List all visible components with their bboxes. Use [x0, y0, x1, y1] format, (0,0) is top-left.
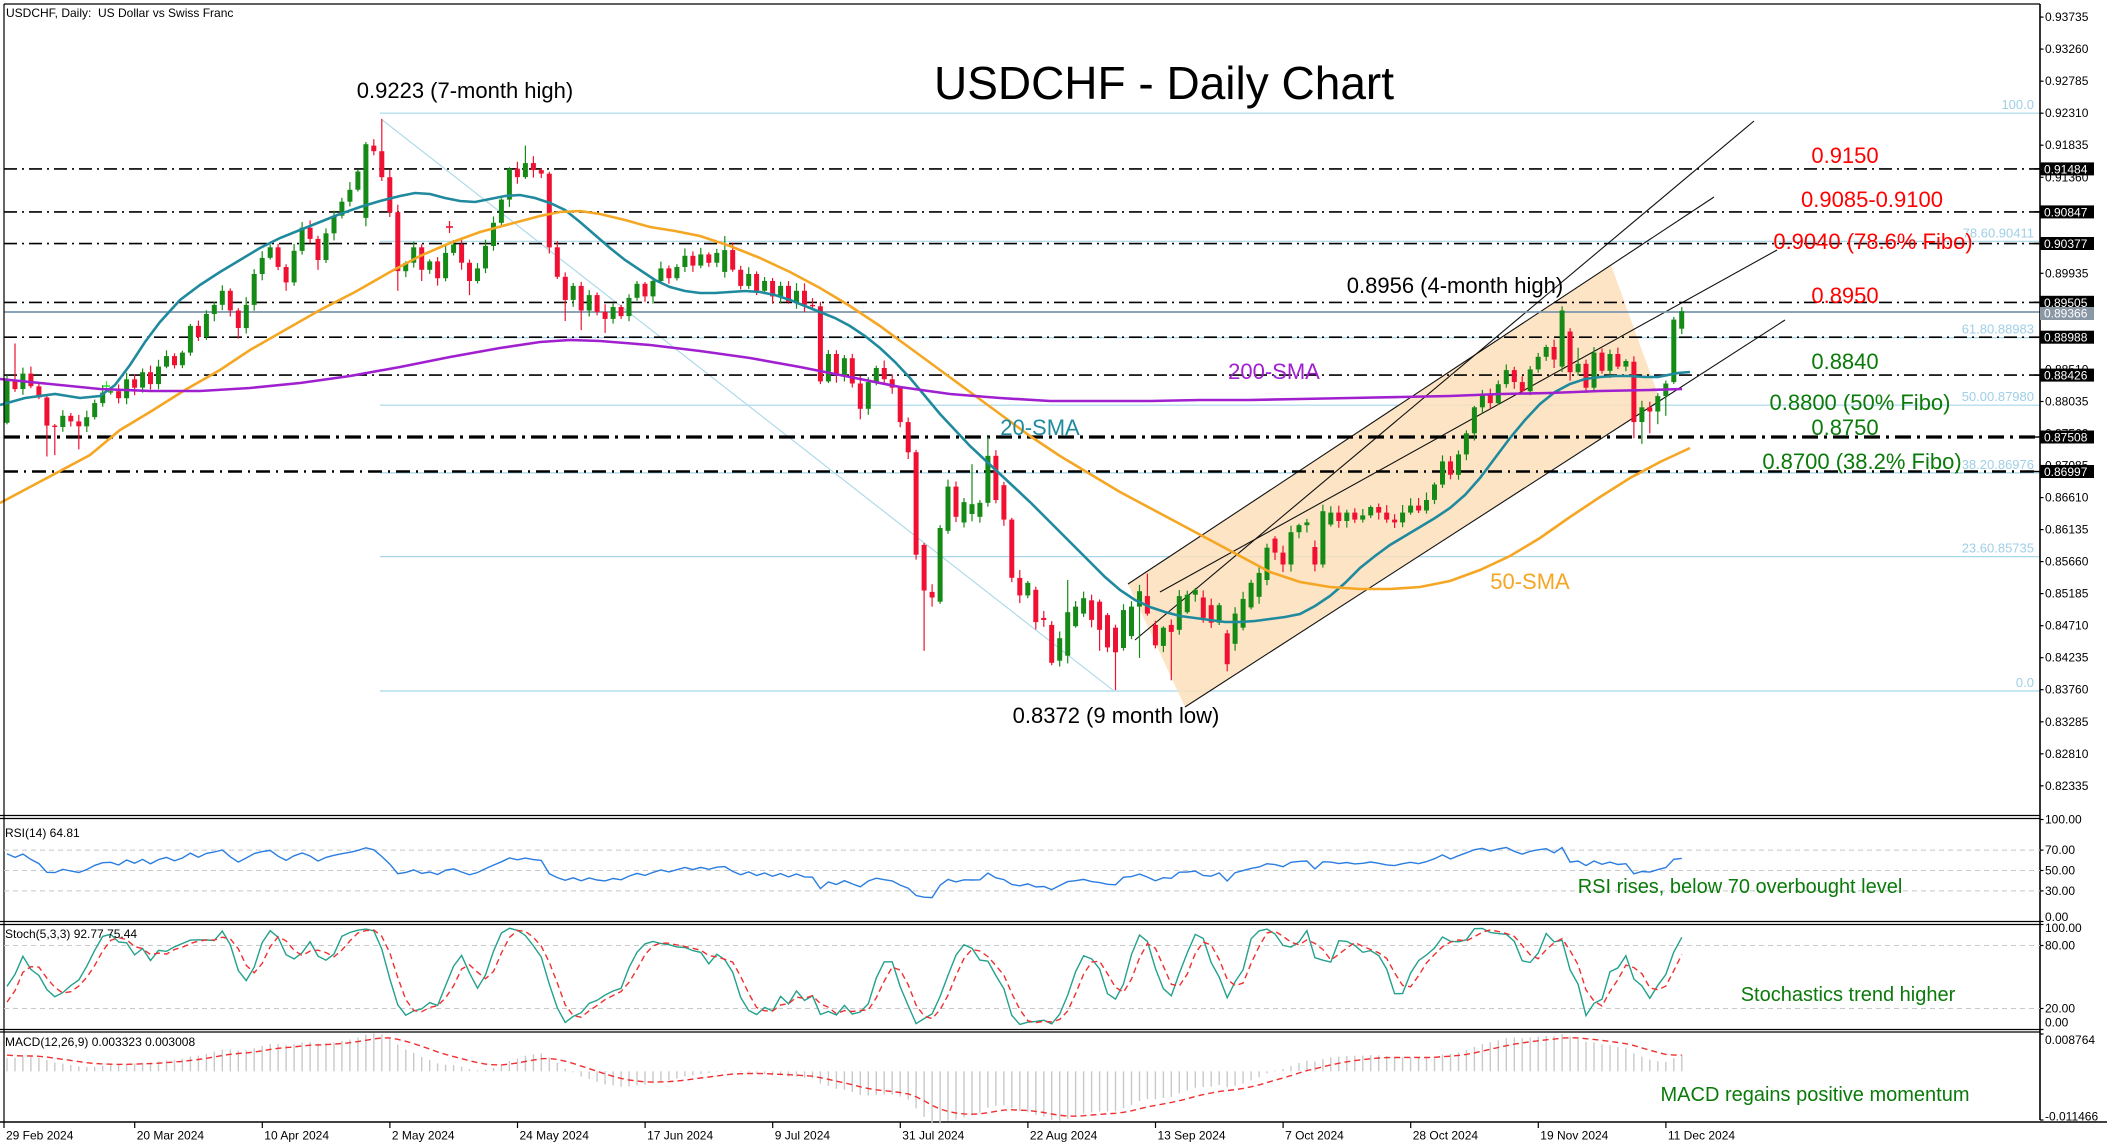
- svg-text:Stoch(5,3,3) 92.77 75.44: Stoch(5,3,3) 92.77 75.44: [5, 927, 137, 941]
- svg-text:0.8840: 0.8840: [1811, 349, 1878, 374]
- svg-text:0.85660: 0.85660: [2045, 555, 2089, 569]
- svg-text:0.89505: 0.89505: [2044, 296, 2088, 310]
- svg-text:0.8956 (4-month high): 0.8956 (4-month high): [1347, 273, 1563, 298]
- svg-text:80.00: 80.00: [2045, 939, 2075, 953]
- svg-text:0.8700 (38.2% Fibo): 0.8700 (38.2% Fibo): [1762, 449, 1961, 474]
- svg-text:USDCHF, Daily: US Dollar vs S: USDCHF, Daily: US Dollar vs Swiss Franc: [6, 6, 233, 20]
- svg-text:0.84710: 0.84710: [2045, 619, 2089, 633]
- svg-text:0.86135: 0.86135: [2045, 523, 2089, 537]
- svg-text:30.00: 30.00: [2045, 884, 2075, 898]
- svg-text:0.83760: 0.83760: [2045, 683, 2089, 697]
- svg-text:0.00: 0.00: [2045, 910, 2069, 924]
- svg-text:USDCHF - Daily Chart: USDCHF - Daily Chart: [934, 57, 1394, 109]
- svg-text:0.86610: 0.86610: [2045, 491, 2089, 505]
- svg-text:70.00: 70.00: [2045, 843, 2075, 857]
- svg-text:50.00.87980: 50.00.87980: [1962, 389, 2034, 404]
- svg-text:0.90377: 0.90377: [2044, 237, 2088, 251]
- svg-text:100.00: 100.00: [2045, 813, 2082, 827]
- svg-text:0.87508: 0.87508: [2044, 431, 2088, 445]
- svg-text:0.82810: 0.82810: [2045, 747, 2089, 761]
- svg-text:0.0: 0.0: [2016, 675, 2034, 690]
- svg-text:0.8750: 0.8750: [1811, 415, 1878, 440]
- svg-text:50-SMA: 50-SMA: [1490, 569, 1570, 594]
- svg-text:0.90847: 0.90847: [2044, 205, 2088, 219]
- svg-text:29 Feb 2024: 29 Feb 2024: [6, 1129, 74, 1143]
- svg-text:24 May 2024: 24 May 2024: [520, 1129, 590, 1143]
- svg-text:0.91835: 0.91835: [2045, 138, 2089, 152]
- svg-text:0.86997: 0.86997: [2044, 465, 2088, 479]
- svg-text:0.9150: 0.9150: [1811, 143, 1878, 168]
- svg-text:0.89935: 0.89935: [2045, 266, 2089, 280]
- svg-text:13 Sep 2024: 13 Sep 2024: [1158, 1129, 1226, 1143]
- svg-text:-0.011466: -0.011466: [2045, 1110, 2098, 1124]
- svg-text:19 Nov 2024: 19 Nov 2024: [1540, 1129, 1608, 1143]
- svg-text:0.8372 (9 month low): 0.8372 (9 month low): [1013, 703, 1220, 728]
- svg-text:0.89366: 0.89366: [2044, 307, 2088, 321]
- svg-text:78.60.90411: 78.60.90411: [1963, 225, 2034, 240]
- svg-text:RSI(14) 64.81: RSI(14) 64.81: [5, 826, 80, 840]
- svg-text:Stochastics trend higher: Stochastics trend higher: [1741, 984, 1956, 1006]
- svg-text:61.80.88983: 61.80.88983: [1962, 322, 2034, 337]
- svg-text:20-SMA: 20-SMA: [1000, 415, 1080, 440]
- svg-text:0.008764: 0.008764: [2045, 1033, 2095, 1047]
- svg-text:0.9223 (7-month high): 0.9223 (7-month high): [357, 78, 573, 103]
- svg-text:0.88988: 0.88988: [2044, 331, 2088, 345]
- svg-text:MACD regains positive momentum: MACD regains positive momentum: [1661, 1084, 1970, 1106]
- svg-text:100.0: 100.0: [2001, 97, 2034, 112]
- svg-text:0.91484: 0.91484: [2044, 162, 2088, 176]
- svg-text:31 Jul 2024: 31 Jul 2024: [902, 1129, 964, 1143]
- svg-text:0.8950: 0.8950: [1811, 283, 1878, 308]
- svg-text:0.9040 (78.6% Fibo): 0.9040 (78.6% Fibo): [1773, 229, 1972, 254]
- svg-text:0.8800 (50% Fibo): 0.8800 (50% Fibo): [1770, 390, 1951, 415]
- svg-text:23.60.85735: 23.60.85735: [1962, 541, 2034, 556]
- svg-text:17 Jun 2024: 17 Jun 2024: [647, 1129, 713, 1143]
- svg-text:10 Apr 2024: 10 Apr 2024: [264, 1129, 329, 1143]
- svg-text:0.83285: 0.83285: [2045, 715, 2089, 729]
- svg-text:20.00: 20.00: [2045, 1002, 2075, 1016]
- svg-text:0.92785: 0.92785: [2045, 74, 2089, 88]
- svg-text:22 Aug 2024: 22 Aug 2024: [1030, 1129, 1098, 1143]
- svg-text:0.00: 0.00: [2045, 1016, 2069, 1030]
- svg-text:50.00: 50.00: [2045, 864, 2075, 878]
- svg-text:MACD(12,26,9) 0.003323 0.00300: MACD(12,26,9) 0.003323 0.003008: [5, 1035, 195, 1049]
- svg-text:0.84235: 0.84235: [2045, 651, 2089, 665]
- svg-text:100.00: 100.00: [2045, 921, 2082, 935]
- svg-text:RSI rises, below 70 overbought: RSI rises, below 70 overbought level: [1578, 876, 1903, 898]
- svg-text:0.82335: 0.82335: [2045, 779, 2089, 793]
- svg-text:38.20.86976: 38.20.86976: [1962, 457, 2034, 472]
- svg-text:0.88035: 0.88035: [2045, 395, 2089, 409]
- svg-text:0.93735: 0.93735: [2045, 10, 2089, 24]
- svg-text:0.9085-0.9100: 0.9085-0.9100: [1801, 187, 1943, 212]
- svg-text:200-SMA: 200-SMA: [1228, 359, 1320, 384]
- svg-text:20 Mar 2024: 20 Mar 2024: [137, 1129, 205, 1143]
- svg-text:7 Oct 2024: 7 Oct 2024: [1285, 1129, 1344, 1143]
- svg-text:9 Jul 2024: 9 Jul 2024: [775, 1129, 831, 1143]
- svg-text:0.93260: 0.93260: [2045, 42, 2089, 56]
- svg-text:2 May 2024: 2 May 2024: [392, 1129, 455, 1143]
- svg-text:0.92310: 0.92310: [2045, 106, 2089, 120]
- svg-text:28 Oct 2024: 28 Oct 2024: [1413, 1129, 1479, 1143]
- svg-text:0.88426: 0.88426: [2044, 369, 2088, 383]
- svg-text:11 Dec 2024: 11 Dec 2024: [1668, 1129, 1735, 1143]
- svg-text:0.85185: 0.85185: [2045, 587, 2089, 601]
